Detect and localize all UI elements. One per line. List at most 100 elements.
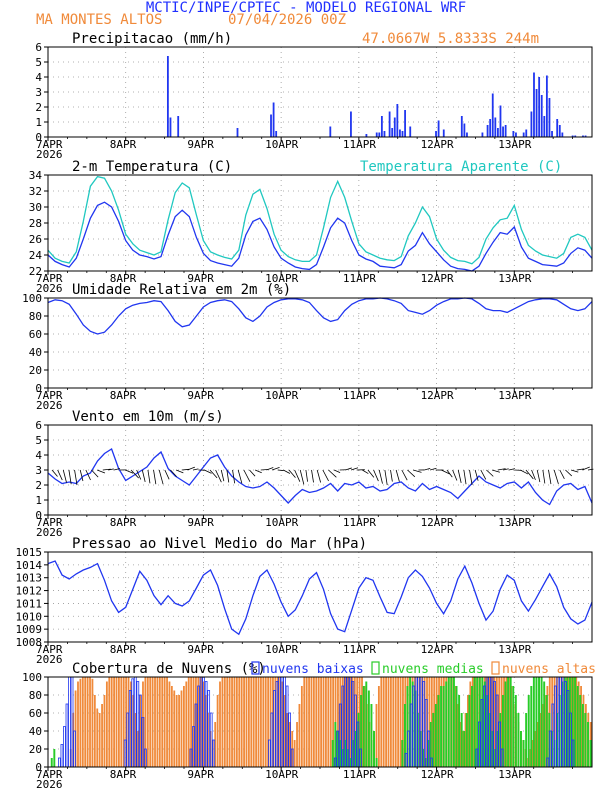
x-tick-label: 10APR — [265, 768, 298, 781]
cloud-bar-nuvens-altas — [462, 731, 465, 767]
x-tick-label: 7APR — [36, 138, 63, 151]
cloud-bar-nuvens-altas — [269, 677, 272, 767]
cloud-bar-nuvens-altas — [105, 681, 108, 767]
cloud-bar-nuvens-altas — [235, 677, 238, 767]
cloud-bar-nuvens-medias — [571, 677, 574, 767]
cloud-bar-nuvens-baixas — [65, 703, 69, 768]
y-tick-label: 1013 — [16, 572, 43, 585]
wind-arrow — [153, 469, 157, 485]
x-tick-label: 10APR — [265, 389, 298, 402]
precip-bar — [169, 117, 172, 137]
wind-arrow — [175, 469, 184, 474]
cloud-bar-nuvens-altas — [247, 677, 250, 767]
cloud-bar-nuvens-medias — [489, 713, 492, 767]
wind-arrow — [452, 469, 458, 481]
cloud-bar-nuvens-altas — [84, 677, 87, 767]
precip-bar — [177, 116, 180, 137]
precip-bar — [375, 132, 378, 137]
cloud-bar-nuvens-altas — [260, 677, 262, 767]
cloud-bar-nuvens-medias — [576, 686, 579, 767]
cloud-bar-nuvens-baixas — [273, 690, 276, 768]
cloud-bar-nuvens-altas — [349, 677, 351, 767]
wind-arrow — [333, 469, 341, 474]
cloud-bar-nuvens-altas — [322, 677, 325, 767]
cloud-bar-nuvens-medias — [501, 695, 504, 767]
precip-bar — [329, 126, 332, 137]
cloud-bar-nuvens-altas — [178, 695, 180, 767]
cloud-bar-nuvens-medias — [532, 677, 535, 767]
cloud-bar-nuvens-altas — [175, 695, 178, 767]
cloud-bar-nuvens-altas — [503, 677, 505, 767]
precip-bar — [435, 131, 437, 137]
wind-arrow — [68, 469, 72, 485]
cloud-bar-nuvens-baixas — [60, 744, 64, 768]
cloud-bar-nuvens-altas — [113, 677, 115, 767]
y-tick-label: 0 — [35, 382, 42, 395]
y-tick-label: 4 — [35, 449, 42, 462]
header-date: 07/04/2026 00Z — [228, 12, 347, 28]
wind-arrow — [79, 469, 84, 482]
precip-bar — [543, 116, 546, 137]
precip-bar — [515, 132, 517, 137]
cloud-bar-nuvens-medias — [460, 713, 463, 767]
wind-arrow — [520, 469, 529, 475]
cloud-bar-nuvens-medias — [375, 758, 378, 767]
precip-bar — [236, 128, 239, 137]
precip-bar — [502, 126, 504, 137]
precip-bar — [391, 128, 394, 137]
cloud-bar-nuvens-altas — [380, 677, 383, 767]
x-year-label: 2026 — [36, 653, 63, 666]
cloud-bar-nuvens-altas — [536, 722, 539, 767]
precip-bar — [399, 129, 401, 137]
cloud-bar-nuvens-altas — [173, 690, 176, 767]
cloud-bar-nuvens-altas — [134, 713, 137, 767]
wind-arrow — [424, 467, 431, 471]
cloud-bar-nuvens-medias — [584, 713, 587, 767]
cloud-bar-nuvens-altas — [182, 686, 185, 767]
precip-bar — [378, 132, 381, 137]
cloud-bar-nuvens-altas — [332, 677, 335, 767]
y-tick-label: 2 — [35, 479, 42, 492]
x-tick-label: 7APR — [36, 643, 63, 656]
y-tick-label: 60 — [29, 707, 42, 720]
wind-arrow — [125, 469, 134, 474]
cloud-bar-nuvens-medias — [437, 695, 440, 767]
cloud-bar-nuvens-medias — [334, 722, 337, 767]
panel-title: Vento em 10m (m/s) — [72, 409, 224, 425]
wind-arrow — [446, 469, 453, 478]
series-line-temperatura-aparente-c- — [47, 175, 593, 265]
cloud-bar-nuvens-medias — [476, 677, 479, 767]
x-tick-label: 11APR — [343, 138, 376, 151]
cloud-bar-nuvens-altas — [284, 695, 286, 767]
cloud-bar-nuvens-altas — [144, 677, 147, 767]
cloud-bar-nuvens-baixas — [212, 739, 216, 768]
cloud-bar-nuvens-altas — [281, 681, 284, 767]
cloud-bar-nuvens-altas — [231, 677, 233, 767]
x-tick-label: 12APR — [421, 138, 454, 151]
x-tick-label: 13APR — [498, 138, 531, 151]
wind-arrow — [243, 469, 251, 482]
cloud-bar-nuvens-baixas — [409, 703, 413, 768]
precip-bar — [525, 129, 528, 137]
wind-arrow — [96, 469, 106, 474]
cloud-bar-nuvens-altas — [495, 677, 498, 767]
cloud-bar-nuvens-altas — [397, 677, 400, 767]
cloud-bar-nuvens-altas — [149, 677, 152, 767]
cloud-bar-nuvens-altas — [190, 677, 193, 767]
cloud-bar-nuvens-altas — [185, 681, 188, 767]
cloud-bar-nuvens-medias — [483, 681, 486, 767]
panel-5 — [44, 551, 593, 646]
cloud-bar-nuvens-altas — [192, 677, 195, 767]
cloud-bar-nuvens-altas — [320, 677, 323, 767]
cloud-bar-nuvens-altas — [534, 731, 537, 767]
cloud-bar-nuvens-medias — [587, 722, 589, 767]
precip-bar — [350, 111, 352, 137]
wind-arrow — [486, 469, 494, 477]
cloud-bar-nuvens-altas — [575, 677, 578, 767]
precip-bar — [396, 104, 399, 137]
precip-bar — [582, 135, 584, 137]
cloud-bar-nuvens-medias — [455, 686, 458, 767]
wind-arrow — [237, 469, 243, 484]
cloud-bar-nuvens-altas — [101, 704, 103, 767]
wind-arrow — [164, 469, 170, 480]
